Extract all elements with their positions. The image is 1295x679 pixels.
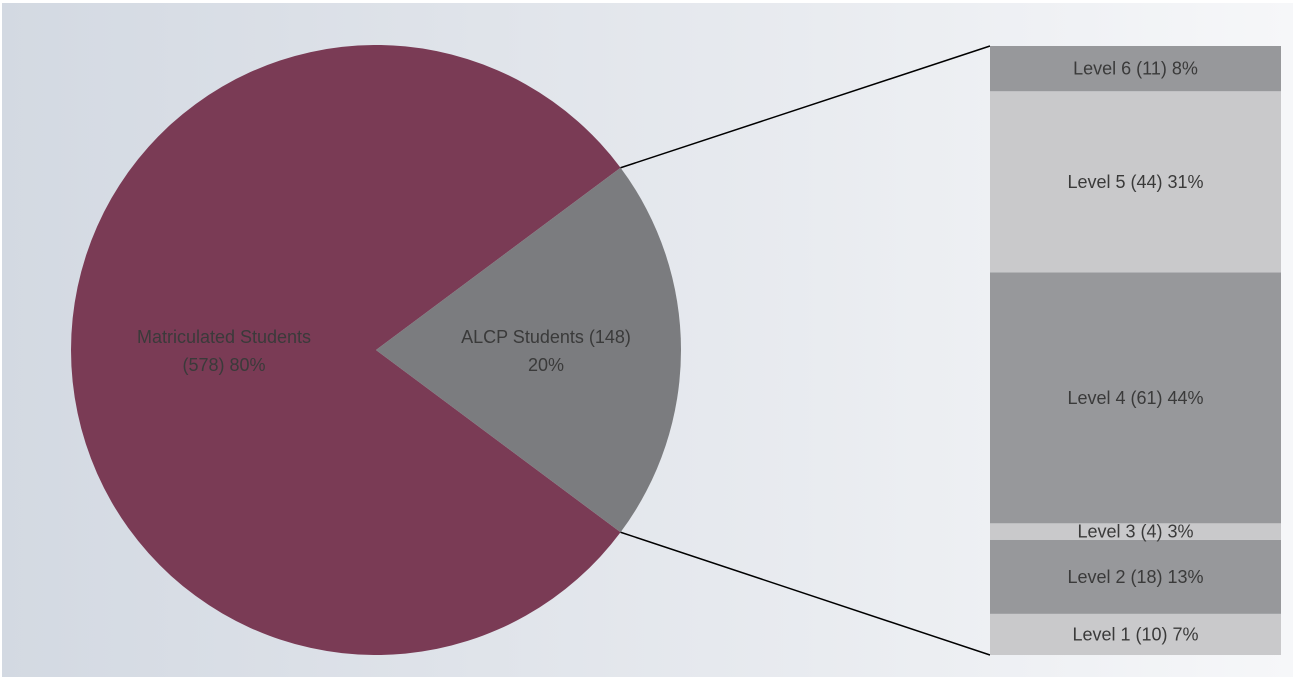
bar-segment-level-6	[990, 46, 1281, 92]
bar-label-level-2: Level 2 (18) 13%	[1067, 567, 1203, 587]
bar-segment-level-3	[990, 523, 1281, 540]
bar-label-level-6: Level 6 (11) 8%	[1073, 59, 1198, 79]
bar-label-level-3: Level 3 (4) 3%	[1077, 522, 1193, 542]
bar-label-level-1: Level 1 (10) 7%	[1072, 624, 1198, 644]
pie-label-alcp: ALCP Students (148) 20%	[461, 327, 631, 375]
bar-label-level-5: Level 5 (44) 31%	[1067, 172, 1203, 192]
pie-label-matriculated: Matriculated Students (578) 80%	[137, 327, 311, 375]
pie-label-matriculated-line-2: (578) 80%	[182, 355, 265, 375]
bar-segment-level-4	[990, 272, 1281, 524]
bar-segment-level-2	[990, 539, 1281, 614]
bar-segment-level-5	[990, 91, 1281, 273]
pie-label-alcp-line-1: ALCP Students (148)	[461, 327, 631, 347]
bar-segment-level-1	[990, 613, 1281, 655]
pie-slice-alcp	[376, 167, 681, 533]
pie-label-alcp-line-2: 20%	[528, 355, 564, 375]
connector-line-top	[620, 45, 991, 169]
bar-label-level-4: Level 4 (61) 44%	[1067, 388, 1203, 408]
pie-slice-matriculated	[71, 45, 621, 656]
pie-label-matriculated-line-1: Matriculated Students	[137, 327, 311, 347]
connector-line-bottom	[620, 531, 991, 656]
